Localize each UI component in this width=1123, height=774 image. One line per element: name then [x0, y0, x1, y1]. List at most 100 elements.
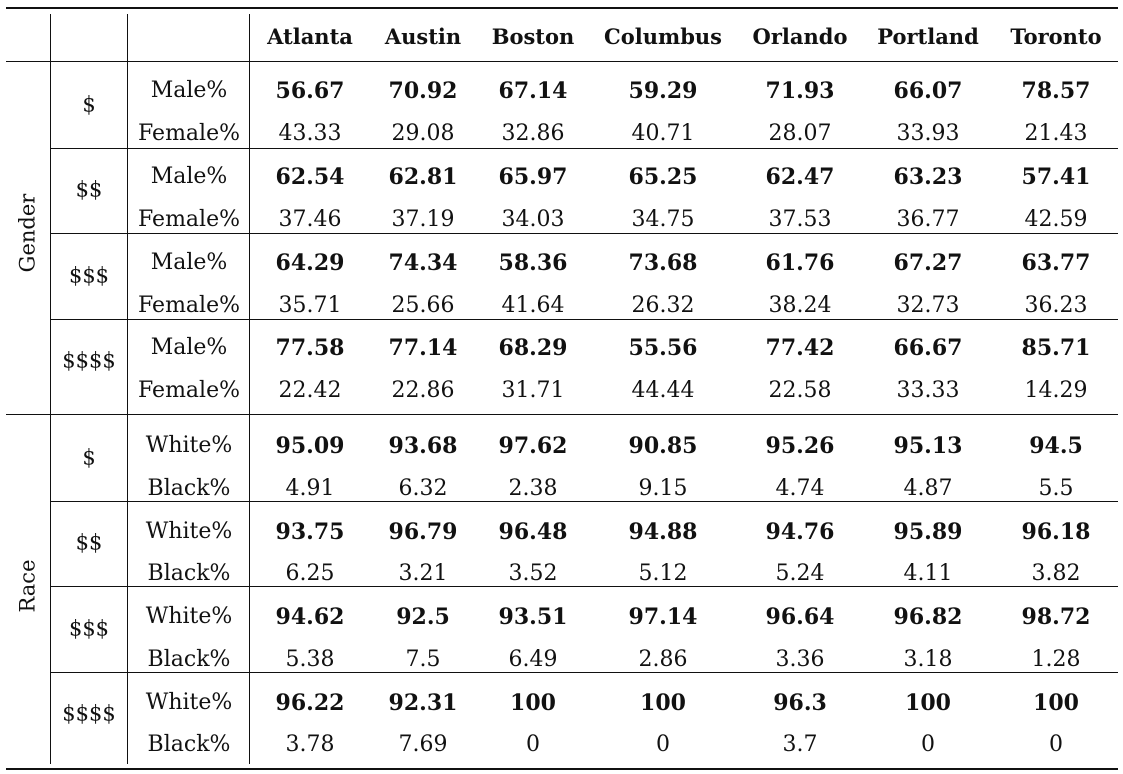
table-cell: 94.76 — [765, 518, 835, 545]
row-label: White% — [145, 604, 233, 629]
table-cell: 4.87 — [903, 475, 953, 501]
table-cell: 0 — [1049, 732, 1063, 758]
table-cell: 22.42 — [278, 378, 342, 404]
table-cell: 78.57 — [1021, 78, 1091, 104]
table-cell: 4.74 — [775, 475, 825, 501]
table-cell: 34.75 — [631, 206, 695, 232]
tier-rule — [51, 233, 1118, 234]
table-cell: 68.29 — [498, 335, 568, 362]
tier-rule — [51, 501, 1118, 502]
table-cell: 3.52 — [508, 561, 558, 587]
table-cell: 28.07 — [768, 120, 832, 146]
table-cell: 36.23 — [1024, 292, 1088, 318]
table-cell: 41.64 — [501, 292, 565, 318]
group-label-gender: Gender — [15, 193, 40, 273]
table-cell: 42.59 — [1024, 206, 1088, 232]
table-cell: 37.53 — [768, 206, 832, 232]
table-cell: 94.88 — [628, 518, 698, 545]
price-tier-label: $ — [82, 92, 96, 117]
column-header-portland: Portland — [877, 24, 979, 49]
table-cell: 3.7 — [782, 732, 818, 758]
table-cell: 90.85 — [628, 433, 698, 459]
price-tier-label: $$$$ — [62, 348, 116, 373]
table-cell: 65.25 — [628, 163, 698, 190]
table-cell: 95.09 — [275, 433, 345, 459]
table-cell: 94.62 — [275, 604, 345, 630]
column-header-austin: Austin — [384, 24, 462, 49]
table-cell: 31.71 — [501, 378, 565, 404]
table-cell: 98.72 — [1021, 604, 1091, 630]
table-cell: 44.44 — [631, 378, 695, 404]
table-cell: 96.48 — [498, 518, 568, 545]
price-tier-label: $ — [82, 445, 96, 470]
table-cell: 96.64 — [765, 604, 835, 630]
table-cell: 58.36 — [498, 249, 568, 276]
table-cell: 33.93 — [896, 120, 960, 146]
table-cell: 67.27 — [893, 249, 963, 276]
table-cell: 21.43 — [1024, 120, 1088, 146]
row-label: Male% — [150, 335, 228, 361]
table-cell: 70.92 — [388, 78, 458, 104]
table-cell: 96.3 — [773, 689, 827, 716]
table-cell: 56.67 — [275, 78, 345, 104]
table-cell: 93.51 — [498, 604, 568, 630]
bottom-rule — [6, 768, 1118, 770]
row-label: Black% — [147, 732, 231, 758]
table-cell: 100 — [510, 689, 556, 716]
table-cell: 2.86 — [638, 646, 688, 672]
table-cell: 33.33 — [896, 378, 960, 404]
table-cell: 43.33 — [278, 120, 342, 146]
table-cell: 96.22 — [275, 689, 345, 716]
table-cell: 26.32 — [631, 292, 695, 318]
table-cell: 71.93 — [765, 78, 835, 104]
table-cell: 77.42 — [765, 335, 835, 362]
top-rule — [6, 7, 1118, 9]
table-cell: 66.67 — [893, 335, 963, 362]
table-cell: 95.26 — [765, 433, 835, 459]
table-cell: 25.66 — [391, 292, 455, 318]
table-cell: 3.36 — [775, 646, 825, 672]
table-cell: 59.29 — [628, 78, 698, 104]
table-cell: 65.97 — [498, 163, 568, 190]
table-cell: 38.24 — [768, 292, 832, 318]
table-cell: 5.38 — [285, 646, 335, 672]
price-tier-label: $$$ — [68, 616, 110, 641]
table-cell: 2.38 — [508, 475, 558, 501]
table-cell: 14.29 — [1024, 378, 1088, 404]
column-header-boston: Boston — [491, 24, 575, 49]
table-cell: 5.12 — [638, 561, 688, 587]
row-label: White% — [145, 433, 233, 458]
table-cell: 63.23 — [893, 163, 963, 190]
table-cell: 32.86 — [501, 120, 565, 146]
table-cell: 7.5 — [405, 646, 441, 672]
table-cell: 9.15 — [638, 475, 688, 501]
tier-rule — [51, 586, 1118, 587]
table-cell: 93.68 — [388, 433, 458, 459]
column-header-toronto: Toronto — [1010, 24, 1102, 49]
table-cell: 34.03 — [501, 206, 565, 232]
table-cell: 40.71 — [631, 120, 695, 146]
price-tier-label: $$$$ — [62, 701, 116, 726]
table-cell: 0 — [921, 732, 935, 758]
table-cell: 73.68 — [628, 249, 698, 276]
table-cell: 5.5 — [1038, 475, 1074, 501]
table-cell: 57.41 — [1021, 163, 1091, 190]
table-cell: 63.77 — [1021, 249, 1091, 276]
row-label: Black% — [147, 475, 231, 501]
table-cell: 4.91 — [285, 475, 335, 501]
row-label: Black% — [147, 561, 231, 587]
header-rule — [6, 61, 1118, 62]
row-label: Male% — [150, 78, 228, 103]
table-cell: 5.24 — [775, 561, 825, 587]
table-cell: 6.25 — [285, 561, 335, 587]
column-rule-1 — [50, 14, 51, 764]
column-rule-3 — [249, 14, 250, 764]
table-cell: 96.18 — [1021, 518, 1091, 545]
table-cell: 62.54 — [275, 163, 345, 190]
table-cell: 95.13 — [893, 433, 963, 459]
table-cell: 100 — [640, 689, 686, 716]
table-cell: 0 — [656, 732, 670, 758]
table-cell: 29.08 — [391, 120, 455, 146]
price-tier-label: $$$ — [68, 263, 110, 288]
